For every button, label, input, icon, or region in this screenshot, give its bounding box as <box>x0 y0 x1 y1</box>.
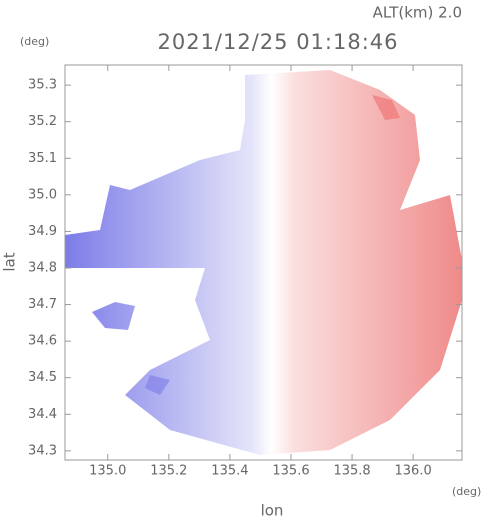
x-unit: (deg) <box>452 485 481 498</box>
x-tick-label: 136.0 <box>395 464 432 479</box>
x-axis-label: lon <box>261 502 284 520</box>
y-tick-label: 35.2 <box>28 114 57 129</box>
velocity-field <box>65 70 462 455</box>
y-unit: (deg) <box>20 35 49 48</box>
y-tick-label: 35.0 <box>28 187 57 202</box>
y-tick-label: 35.3 <box>28 78 57 93</box>
y-tick-label: 34.8 <box>28 260 57 275</box>
y-tick-label: 34.5 <box>28 370 57 385</box>
y-tick-label: 34.7 <box>28 297 57 312</box>
altitude: ALT(km) 2.0 <box>373 4 462 22</box>
y-tick-label: 34.3 <box>28 443 57 458</box>
y-axis-label: lat <box>1 252 19 271</box>
y-tick-label: 34.6 <box>28 334 57 349</box>
y-tick-label: 34.9 <box>28 224 57 239</box>
y-tick-label: 34.4 <box>28 407 57 422</box>
x-tick-label: 135.8 <box>333 464 370 479</box>
plot-frame <box>64 64 463 461</box>
chart-title: 2021/12/25 01:18:46 <box>157 30 398 54</box>
x-tick-label: 135.0 <box>89 464 126 479</box>
x-tick-label: 135.4 <box>211 464 248 479</box>
y-tick-label: 35.1 <box>28 151 57 166</box>
x-tick-label: 135.6 <box>272 464 309 479</box>
x-tick-label: 135.2 <box>150 464 187 479</box>
